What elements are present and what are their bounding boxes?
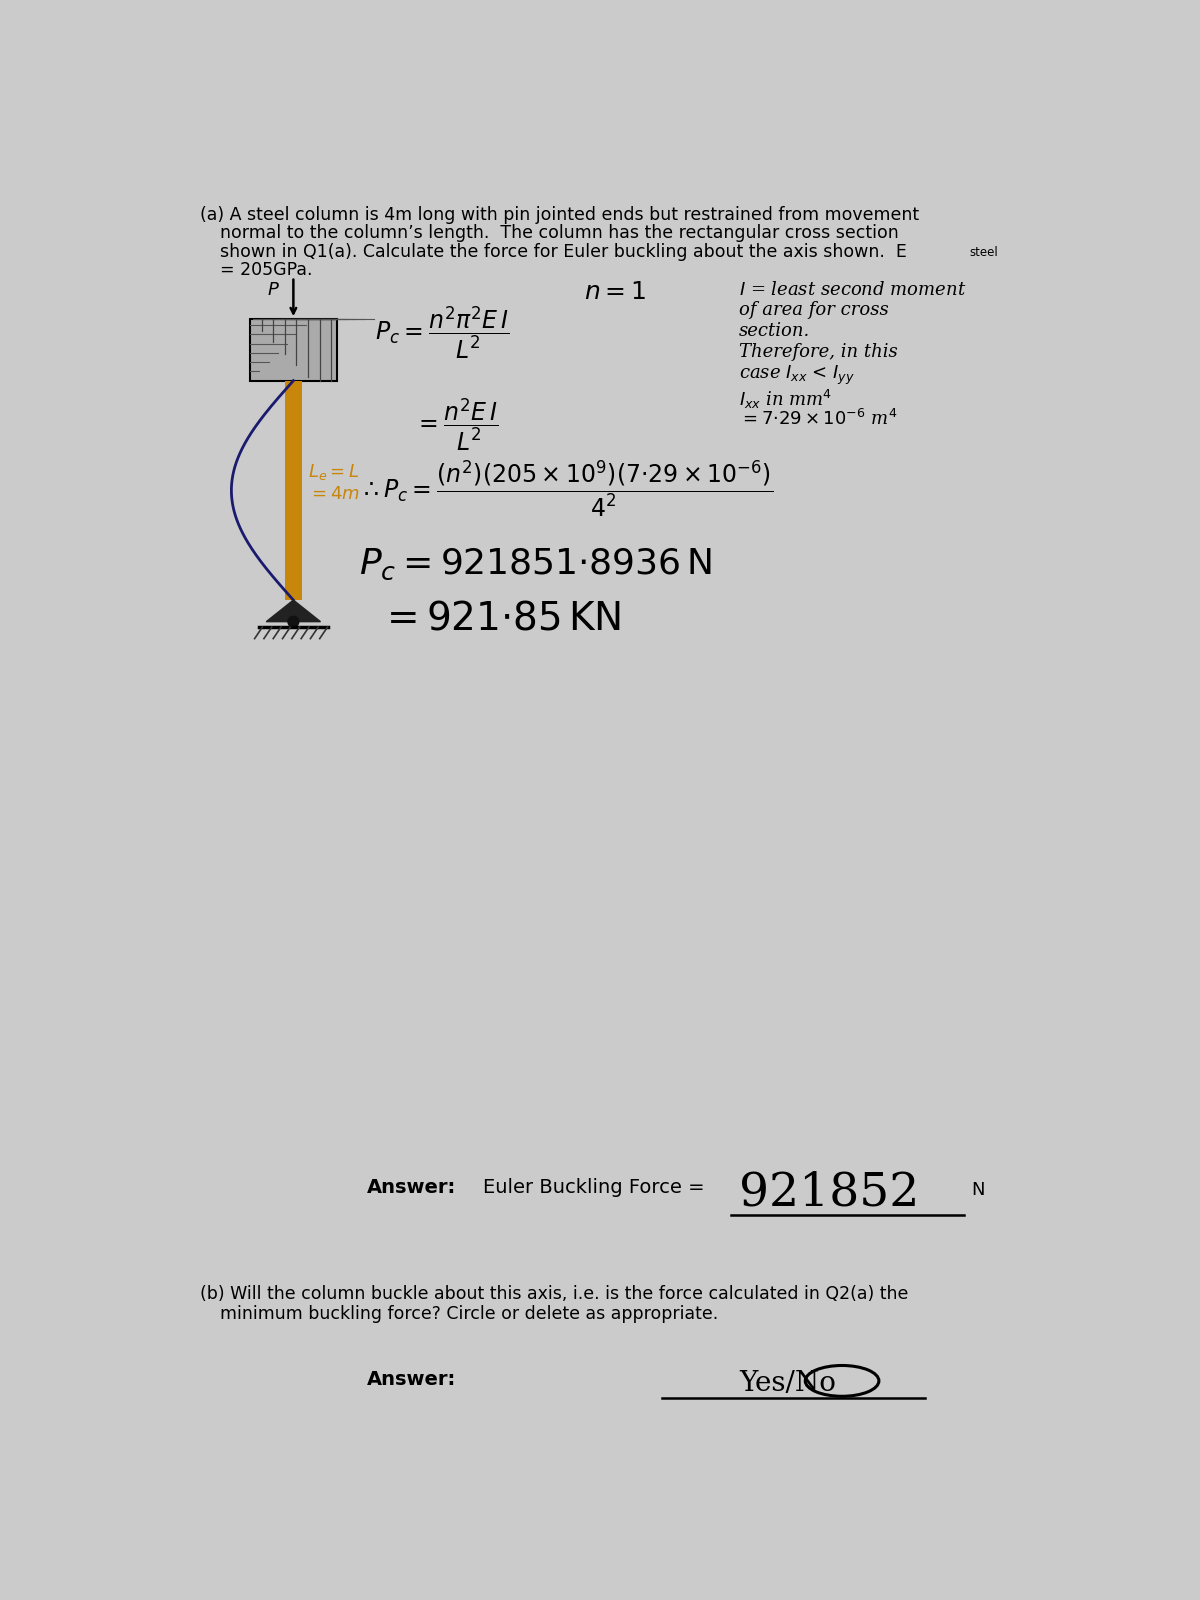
Text: Therefore, in this: Therefore, in this (739, 342, 898, 362)
Text: steel: steel (970, 246, 998, 259)
Text: $= 921{\cdot}85\,\mathrm{KN}$: $= 921{\cdot}85\,\mathrm{KN}$ (379, 600, 620, 637)
Text: $n = 1$: $n = 1$ (584, 280, 646, 304)
Text: of area for cross: of area for cross (739, 301, 889, 320)
Text: $I$ = least second moment: $I$ = least second moment (739, 280, 966, 299)
Text: P: P (268, 280, 278, 299)
Text: 921852: 921852 (739, 1170, 919, 1214)
Text: Answer:: Answer: (367, 1178, 456, 1197)
Text: Yes/No: Yes/No (739, 1370, 836, 1397)
Text: case $I_{xx}$ < $I_{yy}$: case $I_{xx}$ < $I_{yy}$ (739, 363, 856, 387)
Text: $P_c = 921851{\cdot}8936\,\mathrm{N}$: $P_c = 921851{\cdot}8936\,\mathrm{N}$ (359, 546, 713, 581)
Text: $= 7{\cdot}29 \times 10^{-6}$ m$^4$: $= 7{\cdot}29 \times 10^{-6}$ m$^4$ (739, 410, 898, 429)
Text: Euler Buckling Force =: Euler Buckling Force = (484, 1178, 704, 1197)
Text: minimum buckling force? Circle or delete as appropriate.: minimum buckling force? Circle or delete… (220, 1306, 718, 1323)
Text: Answer:: Answer: (367, 1370, 456, 1389)
Text: (a) A steel column is 4m long with pin jointed ends but restrained from movement: (a) A steel column is 4m long with pin j… (200, 206, 919, 224)
Text: $I_{xx}$ in mm$^4$: $I_{xx}$ in mm$^4$ (739, 389, 832, 411)
Text: shown in Q1(a). Calculate the force for Euler buckling about the axis shown.  E: shown in Q1(a). Calculate the force for … (220, 243, 907, 261)
Text: normal to the column’s length.  The column has the rectangular cross section: normal to the column’s length. The colum… (220, 224, 899, 242)
Text: $P_c = \dfrac{n^2 \pi^2 E\,I}{L^2}$: $P_c = \dfrac{n^2 \pi^2 E\,I}{L^2}$ (374, 304, 510, 360)
Circle shape (288, 616, 299, 627)
Text: $L_e = L$: $L_e = L$ (308, 461, 360, 482)
Polygon shape (266, 600, 320, 622)
Text: (b) Will the column buckle about this axis, i.e. is the force calculated in Q2(a: (b) Will the column buckle about this ax… (200, 1285, 908, 1304)
Text: N: N (972, 1181, 985, 1200)
Text: $= 4m$: $= 4m$ (308, 485, 360, 502)
Bar (250, 318, 337, 381)
Text: = 205GPa.: = 205GPa. (220, 261, 312, 280)
Text: section.: section. (739, 322, 810, 341)
Bar (284, 381, 302, 600)
Text: $= \dfrac{n^2 E\,I}{L^2}$: $= \dfrac{n^2 E\,I}{L^2}$ (414, 397, 498, 453)
Text: $\therefore P_c = \dfrac{(n^2)(205 \times 10^9)(7{\cdot}29 \times 10^{-6})}{4^2}: $\therefore P_c = \dfrac{(n^2)(205 \time… (359, 458, 774, 518)
